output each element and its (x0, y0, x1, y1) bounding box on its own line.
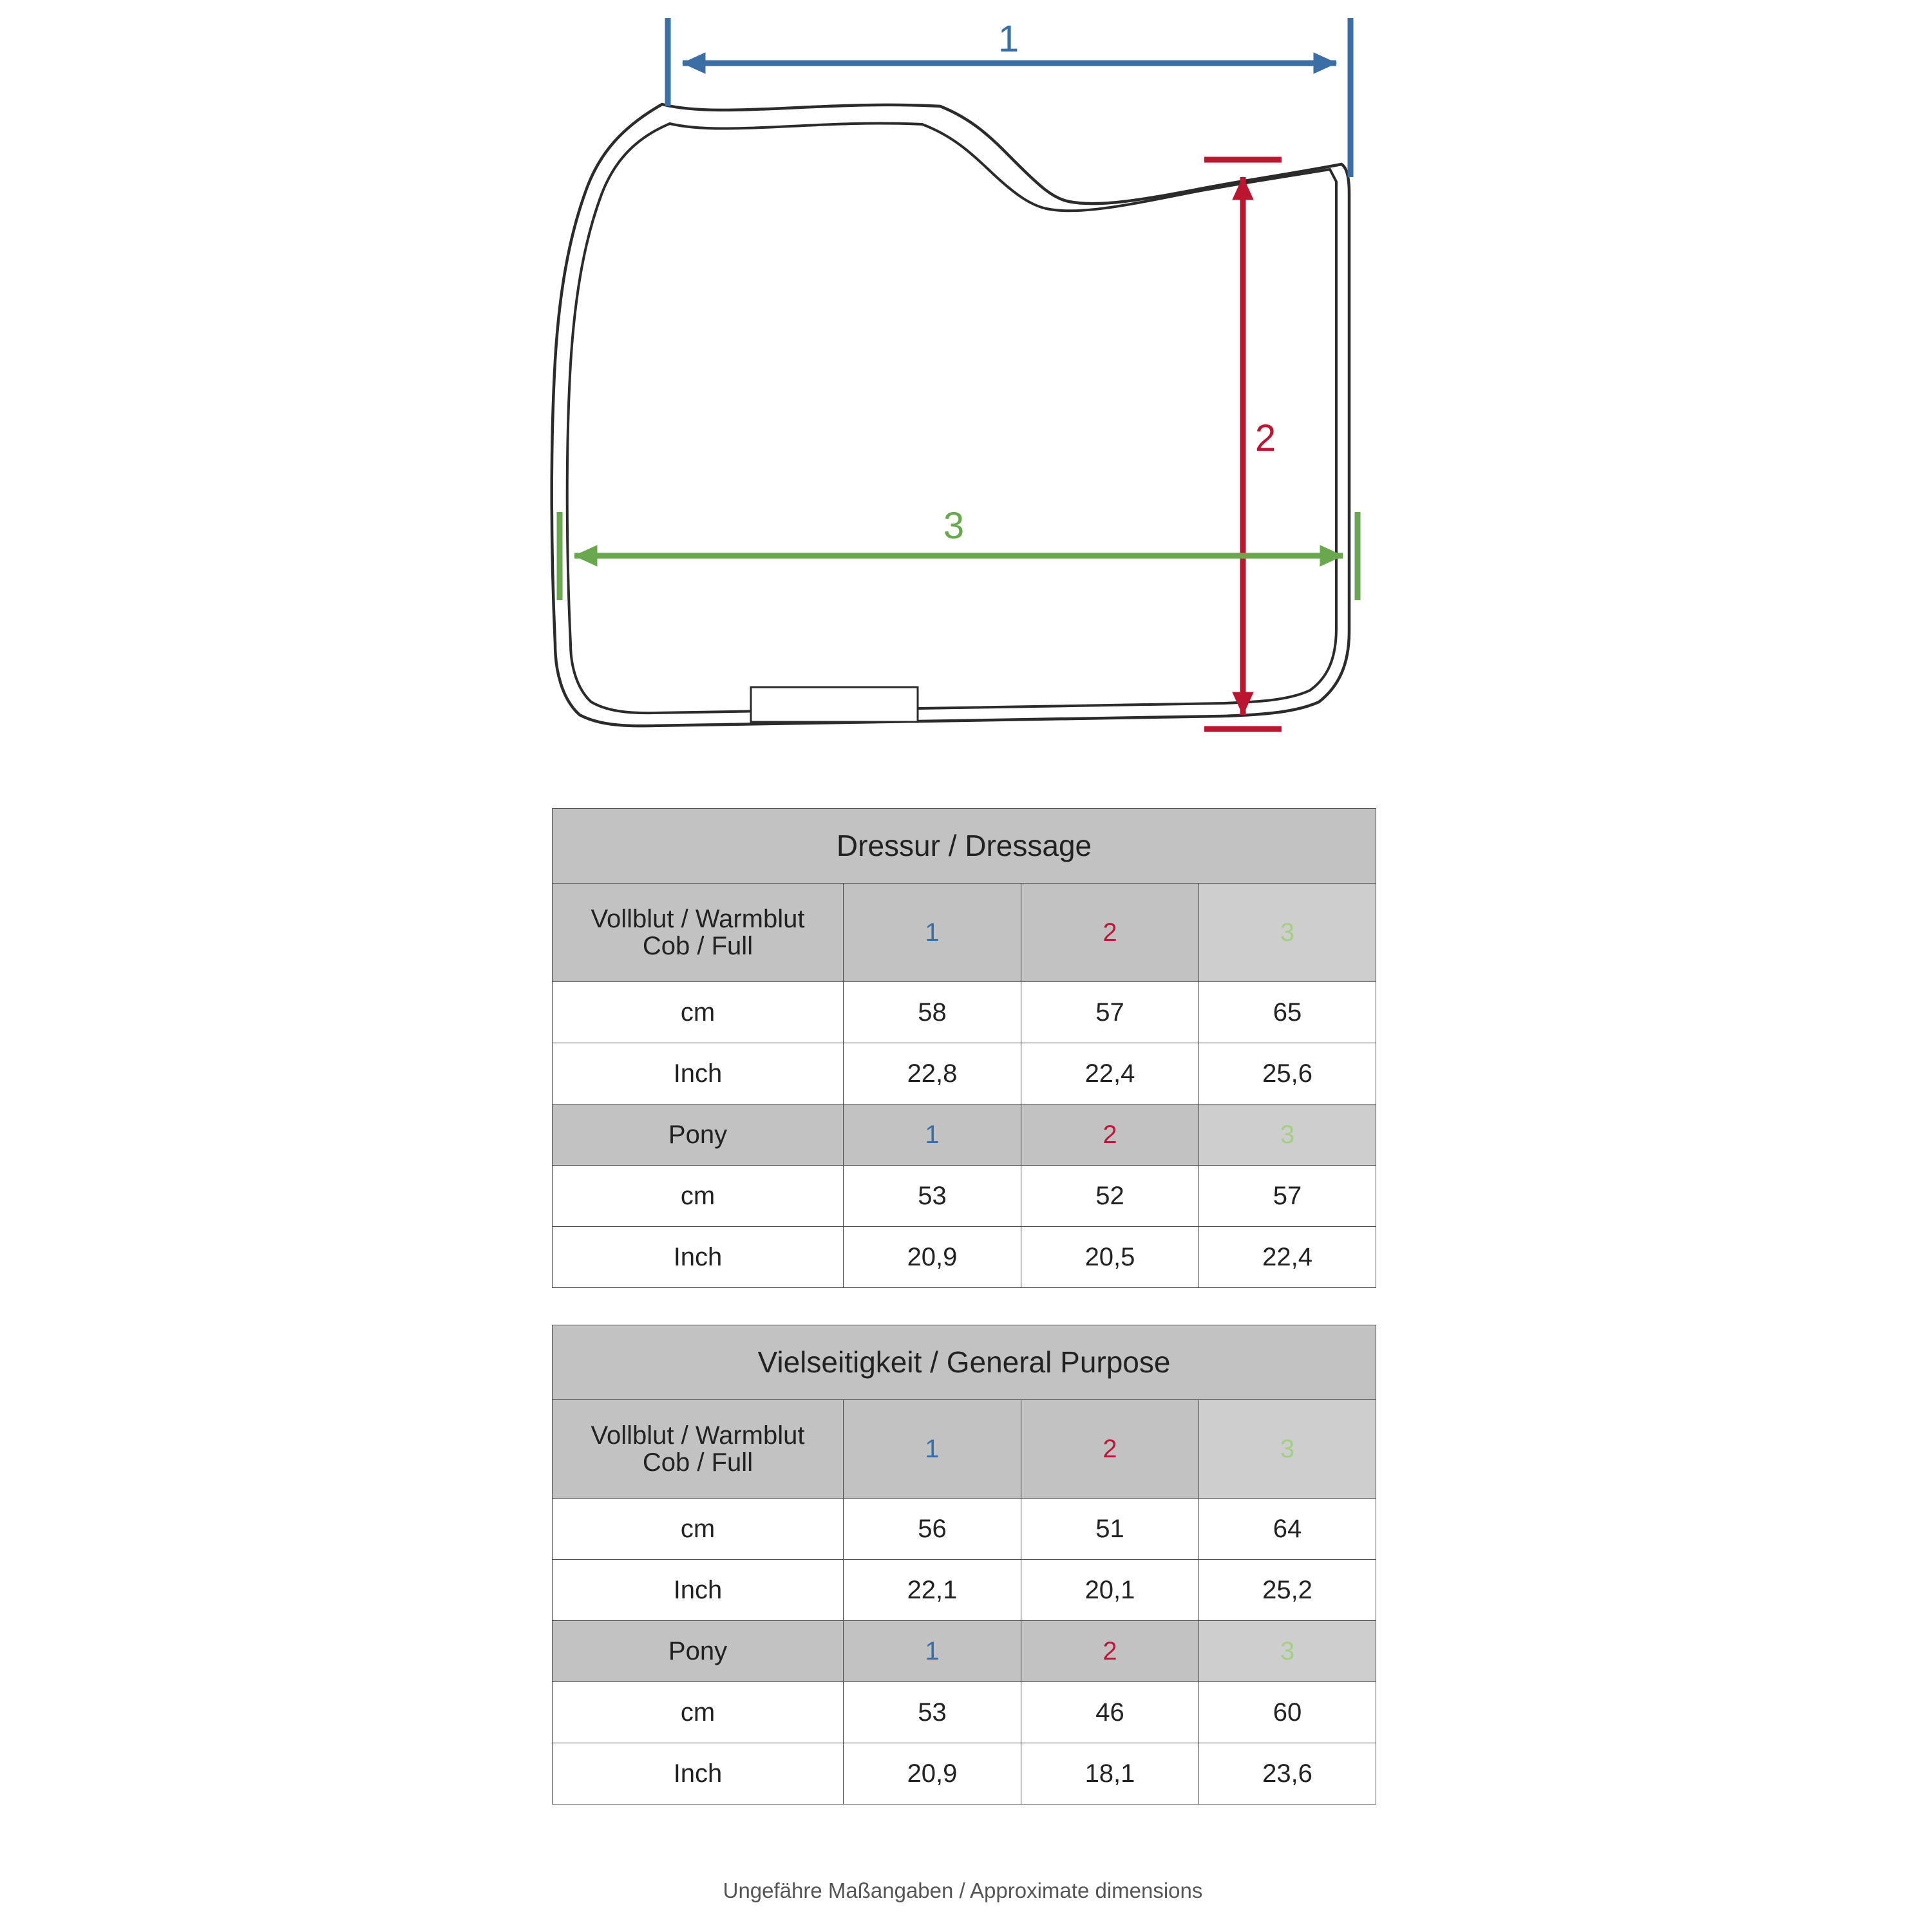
svg-text:1: 1 (998, 18, 1019, 60)
svg-text:2: 2 (1255, 417, 1276, 459)
svg-text:3: 3 (943, 505, 964, 547)
